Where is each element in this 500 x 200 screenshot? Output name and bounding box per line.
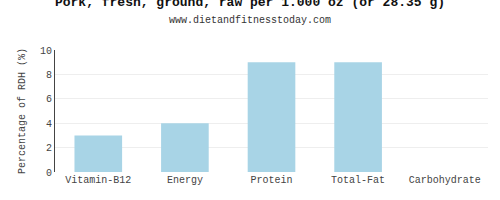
svg-text:Vitamin-B12: Vitamin-B12	[65, 175, 131, 186]
svg-text:4: 4	[46, 119, 52, 130]
svg-text:0: 0	[46, 168, 52, 179]
svg-text:Carbohydrate: Carbohydrate	[409, 175, 481, 186]
svg-text:2: 2	[46, 143, 52, 154]
svg-text:Percentage of RDH (%): Percentage of RDH (%)	[17, 48, 28, 174]
svg-text:Energy: Energy	[167, 175, 203, 186]
svg-text:Total-Fat: Total-Fat	[331, 175, 385, 186]
svg-text:10: 10	[40, 46, 52, 57]
svg-text:6: 6	[46, 94, 52, 105]
svg-text:8: 8	[46, 70, 52, 81]
svg-text:Pork, fresh, ground, raw per 1: Pork, fresh, ground, raw per 1.000 oz (o…	[55, 0, 445, 26]
svg-text:Protein: Protein	[250, 175, 292, 186]
